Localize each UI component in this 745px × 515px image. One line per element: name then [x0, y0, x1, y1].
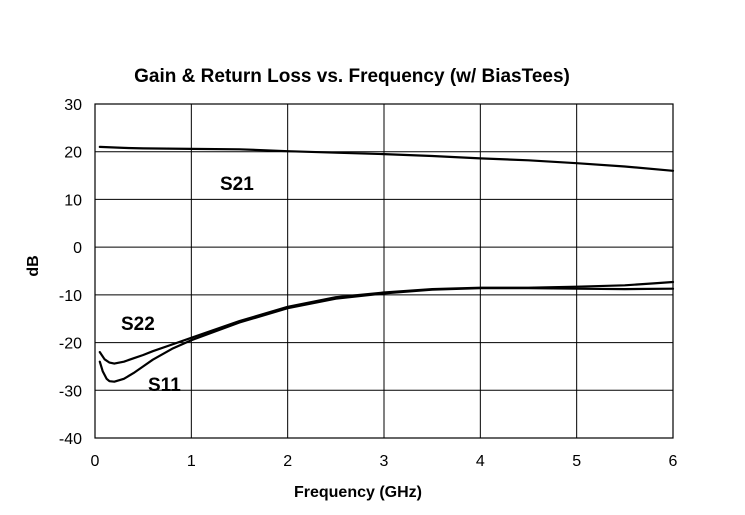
x-tick-label: 4 — [476, 453, 485, 470]
y-tick-label: 0 — [73, 240, 82, 257]
curves — [98, 145, 675, 383]
x-tick-label: 3 — [380, 453, 389, 470]
x-tick-label: 2 — [283, 453, 292, 470]
series-line-s11 — [98, 287, 675, 383]
y-tick-label: 10 — [64, 192, 82, 209]
series-line-s22 — [98, 280, 675, 365]
y-tick-label: -30 — [59, 383, 82, 400]
x-tick-labels: 0 1 2 3 4 5 6 — [91, 453, 678, 470]
series-label-s11: S11 — [148, 375, 181, 396]
plot-frame — [94, 103, 674, 439]
series-label-s22: S22 — [121, 314, 155, 335]
grid — [94, 103, 674, 439]
x-tick-label: 6 — [669, 453, 678, 470]
y-tick-label: -20 — [59, 336, 82, 353]
y-tick-labels: 30 20 10 0 -10 -20 -30 -40 — [59, 97, 82, 448]
y-tick-label: 20 — [64, 145, 82, 162]
series-labels: S21 S22 S11 — [121, 174, 254, 396]
x-tick-label: 0 — [91, 453, 100, 470]
x-axis-label: Frequency (GHz) — [294, 484, 422, 501]
x-tick-label: 5 — [572, 453, 581, 470]
y-tick-label: 30 — [64, 97, 82, 114]
y-tick-label: -40 — [59, 431, 82, 448]
series-label-s21: S21 — [220, 174, 254, 195]
x-tick-label: 1 — [187, 453, 196, 470]
y-axis-label: dB — [25, 255, 42, 276]
y-tick-label: -10 — [59, 288, 82, 305]
series-line-s21 — [98, 145, 675, 172]
chart-title: Gain & Return Loss vs. Frequency (w/ Bia… — [134, 66, 570, 87]
